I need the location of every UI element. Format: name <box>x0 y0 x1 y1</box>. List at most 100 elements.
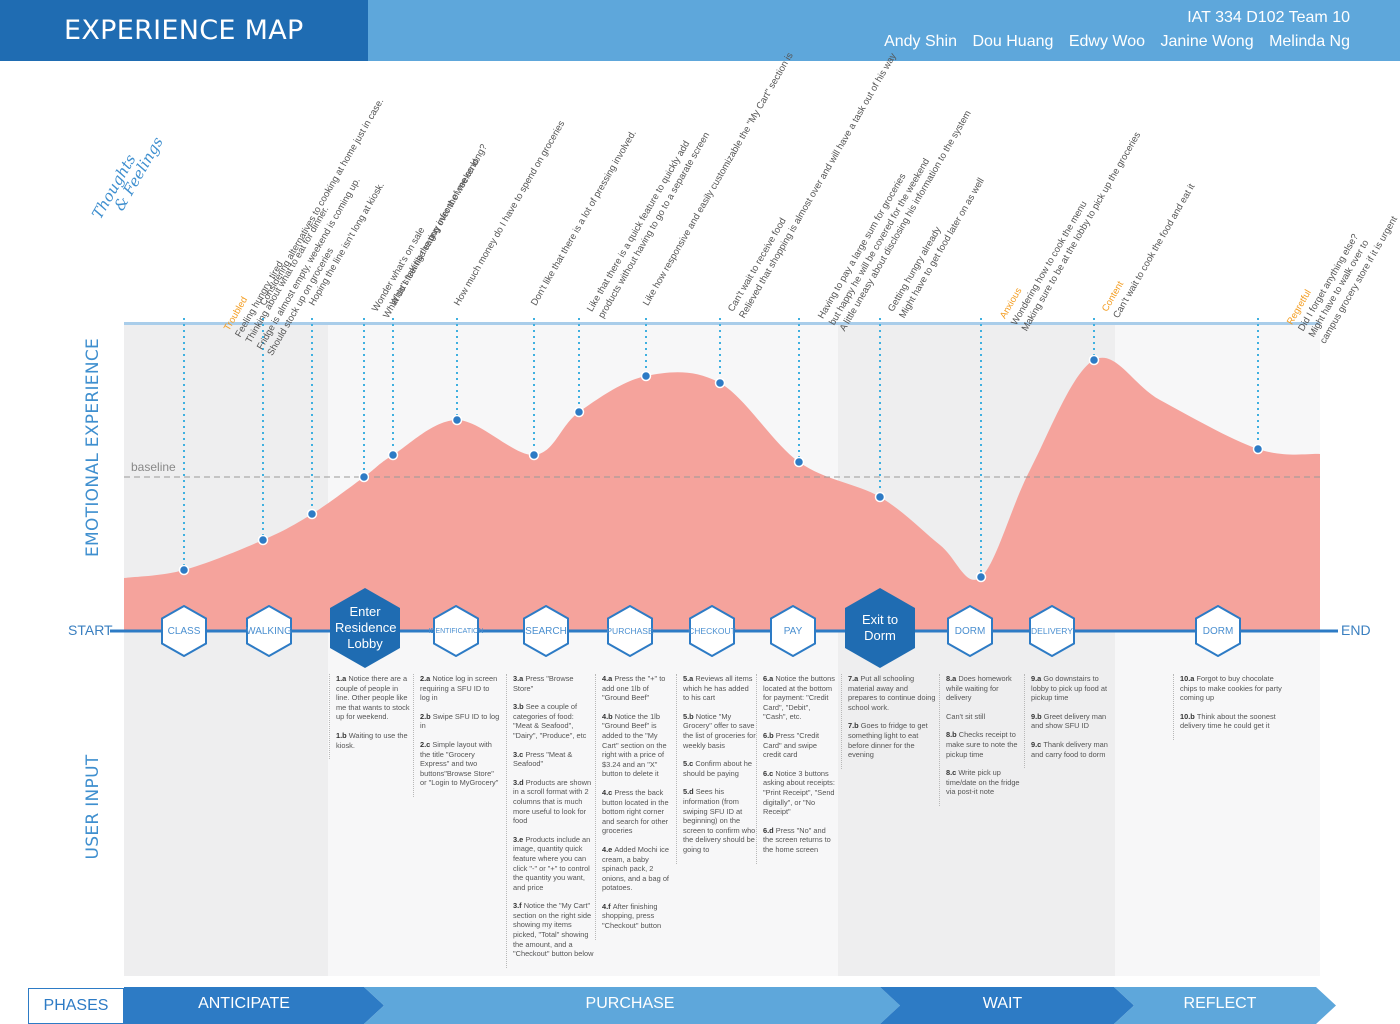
user-input-item: 6.a Notice the buttons located at the bo… <box>763 674 836 722</box>
start-label: START <box>68 622 113 638</box>
user-input-item: 9.a Go downstairs to lobby to pick up fo… <box>1031 674 1110 703</box>
step-label: IDENTIFICATION <box>428 627 484 635</box>
step-label: DORM <box>1202 625 1234 637</box>
user-input-column: 3.a Press "Browse Store" 3.b See a couple… <box>506 674 594 968</box>
user-input-item: 4.a Press the "+" to add one 1lb of "Gro… <box>602 674 675 703</box>
item-key: 5.a <box>683 674 696 683</box>
step-label: PAY <box>783 625 803 637</box>
user-input-item: 8.b Checks receipt to make sure to note … <box>946 730 1024 759</box>
step-delivery[interactable]: DELIVERY <box>1029 605 1075 657</box>
phase-anticipate: ANTICIPATE <box>198 995 290 1012</box>
item-key: 6.b <box>763 730 776 740</box>
item-text: Does homework while waiting for delivery <box>946 674 1012 703</box>
phase-reflect: REFLECT <box>1183 995 1257 1012</box>
item-text: Notice the 1lb "Ground Beef" is added to… <box>602 711 667 779</box>
item-text: Press "No" and the screen returns to the… <box>763 825 831 854</box>
item-key: 8.b <box>946 730 959 740</box>
item-text: Sees his information (from swiping SFU I… <box>683 787 756 854</box>
item-text: See a couple of categories of food: "Mea… <box>513 702 587 740</box>
item-text: Notice log in screen requiring a SFU ID … <box>420 674 498 703</box>
item-text: Greet delivery man and show SFU ID <box>1031 711 1107 731</box>
item-key: 8.c <box>946 768 959 778</box>
user-input-item: 7.b Goes to fridge to get something ligh… <box>848 721 936 759</box>
user-input-item: 9.b Greet delivery man and show SFU ID <box>1031 712 1110 731</box>
item-key: 2.b <box>420 711 433 721</box>
emotion-point <box>640 370 652 382</box>
step-exit-to-dorm[interactable]: Exit to Dorm <box>844 587 916 669</box>
item-text: Notice 3 buttons asking about receipts: … <box>763 768 835 817</box>
item-text: Thank delivery man and carry food to dor… <box>1031 739 1108 759</box>
item-text: Simple layout with the title "Grocery Ex… <box>420 739 499 788</box>
item-key: 3.c <box>513 749 526 759</box>
user-input-item: 2.b Swipe SFU ID to log in <box>420 712 501 731</box>
step-identification[interactable]: IDENTIFICATION <box>428 605 484 657</box>
user-input-item: 6.c Notice 3 buttons asking about receip… <box>763 769 836 817</box>
emotion-point <box>358 471 370 483</box>
user-input-item: 3.a Press "Browse Store" <box>513 674 594 693</box>
phase-arrow <box>1114 987 1336 1024</box>
phase-shade-anticipate <box>124 324 328 976</box>
user-input-item: 2.a Notice log in screen requiring a SFU… <box>420 674 501 703</box>
phase-arrow <box>880 987 1134 1024</box>
header-bar: IAT 334 D102 Team 10 Andy Shin Dou Huang… <box>368 0 1400 61</box>
page-title: EXPERIENCE MAP <box>0 0 368 61</box>
step-checkout[interactable]: CHECKOUT <box>688 605 736 657</box>
emotion-point <box>793 456 805 468</box>
item-key: 9.b <box>1031 711 1044 721</box>
step-class[interactable]: CLASS <box>161 605 207 657</box>
item-text: Goes to fridge to get something light to… <box>848 721 928 760</box>
user-input-item: 3.e Products include an image, quantity … <box>513 835 594 893</box>
item-text: Confirm about he should be paying <box>683 759 753 778</box>
user-input-item: 1.a Notice there are a couple of people … <box>336 674 413 722</box>
emotion-point <box>387 449 399 461</box>
item-key: 4.a <box>602 674 615 683</box>
step-dorm-final[interactable]: DORM <box>1195 605 1241 657</box>
step-dorm[interactable]: DORM <box>947 605 993 657</box>
emotion-point <box>573 406 585 418</box>
user-input-item: 7.a Put all schooling material away and … <box>848 674 936 712</box>
item-key: 2.a <box>420 674 433 683</box>
item-key: 10.a <box>1180 674 1197 683</box>
item-key: 3.d <box>513 777 526 787</box>
user-input-item: 3.f Notice the "My Cart" section on the … <box>513 901 594 959</box>
phases-bar <box>124 987 1336 1024</box>
item-key: 9.c <box>1031 739 1044 749</box>
step-label: PURCHASE <box>606 626 654 636</box>
item-key: 1.b <box>336 730 349 740</box>
member-name: Edwy Woo <box>1068 33 1146 50</box>
item-text: Press "Browse Store" <box>513 674 574 693</box>
item-key: 8.a <box>946 674 959 683</box>
item-text: Notice the buttons located at the bottom… <box>763 674 835 722</box>
step-walking[interactable]: WALKING <box>246 605 292 657</box>
item-text: Write pick up time/date on the fridge vi… <box>946 768 1020 797</box>
item-key: 7.b <box>848 721 861 731</box>
user-input-item: 10.a Forgot to buy chocolate chips to ma… <box>1180 674 1283 703</box>
item-key: 5.b <box>683 711 696 721</box>
user-input-item: 5.d Sees his information (from swiping S… <box>683 787 756 854</box>
step-enter-lobby[interactable]: Enter Residence Lobby <box>329 587 401 669</box>
top-rule <box>124 322 1320 325</box>
item-text: Added Mochi ice cream, a baby spinach pa… <box>602 844 669 893</box>
item-text: Forgot to buy chocolate chips to make co… <box>1180 674 1282 703</box>
item-key: 3.e <box>513 834 526 844</box>
item-text: Products are shown in a scroll format wi… <box>513 777 592 826</box>
phase-wait: WAIT <box>982 995 1023 1012</box>
emotion-point <box>451 414 463 426</box>
user-input-item: 8.c Write pick up time/date on the fridg… <box>946 768 1024 797</box>
step-purchase[interactable]: PURCHASE <box>606 605 654 657</box>
step-search[interactable]: SEARCH <box>523 605 569 657</box>
item-text: Swipe SFU ID to log in <box>420 711 500 731</box>
user-input-item: 6.b Press "Credit Card" and swipe credit… <box>763 731 836 760</box>
step-label: WALKING <box>246 625 292 637</box>
curve-points <box>178 354 1264 583</box>
step-label: CLASS <box>167 625 201 637</box>
baseline-label: baseline <box>131 460 176 474</box>
member-name: Andy Shin <box>884 33 957 50</box>
item-text: Reviews all items which he has added to … <box>683 674 753 703</box>
item-key: 4.c <box>602 787 615 797</box>
emotion-point <box>257 534 269 546</box>
user-input-item: 1.b Waiting to use the kiosk. <box>336 731 413 750</box>
item-text: Products include an image, quantity quic… <box>513 834 591 892</box>
step-pay[interactable]: PAY <box>770 605 816 657</box>
item-text: Think about the soonest delivery time he… <box>1180 711 1276 731</box>
